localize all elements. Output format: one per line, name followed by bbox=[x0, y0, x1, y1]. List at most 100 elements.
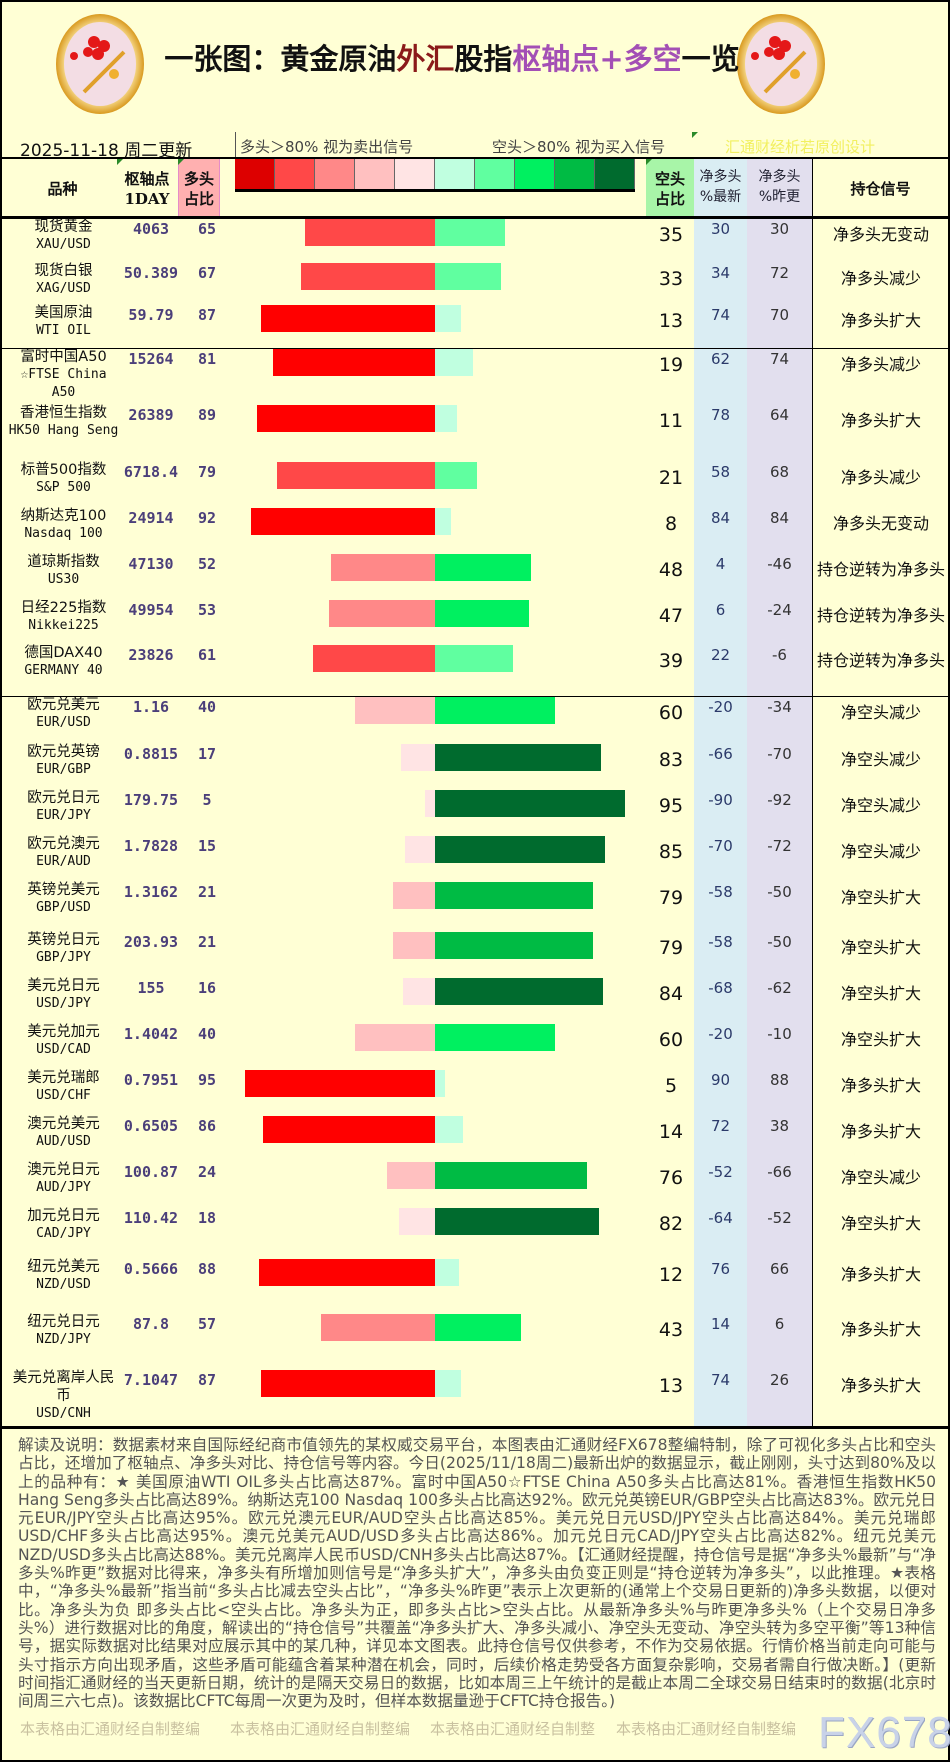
pivot-value: 0.6505 bbox=[123, 1117, 179, 1135]
long-bar bbox=[331, 554, 435, 581]
net-long-latest: 62 bbox=[710, 350, 731, 368]
pivot-value: 7.1047 bbox=[123, 1371, 179, 1389]
short-bar bbox=[435, 1116, 463, 1143]
net-long-previous: 88 bbox=[769, 1071, 790, 1089]
long-percent: 21 bbox=[197, 933, 217, 951]
instrument-cn-name: 日经225指数 bbox=[20, 600, 107, 616]
net-long-latest: 76 bbox=[710, 1260, 731, 1278]
instrument-cn-name: 欧元兑澳元 bbox=[27, 836, 100, 852]
net-long-latest: 74 bbox=[710, 306, 731, 324]
net-long-previous: 64 bbox=[769, 406, 790, 424]
instrument-name: 纳斯达克100 Nasdaq 100 bbox=[6, 507, 121, 543]
instrument-cn-name: 欧元兑英镑 bbox=[27, 744, 100, 760]
legend-swatch bbox=[395, 159, 435, 189]
instrument-code: USD/JPY bbox=[36, 996, 91, 1011]
watermark: 本表格由汇通财经自制整编 bbox=[230, 1720, 411, 1739]
instrument-cn-name: 美元兑日元 bbox=[27, 978, 100, 994]
legend-long-note: 多头＞80% 视为卖出信号 bbox=[240, 138, 414, 156]
section-divider bbox=[2, 348, 948, 349]
long-bar bbox=[393, 882, 435, 909]
net-long-latest: 74 bbox=[710, 1371, 731, 1389]
header-bottom-line bbox=[2, 216, 948, 219]
position-signal: 净多头扩大 bbox=[840, 1376, 921, 1395]
legend-swatch bbox=[515, 159, 555, 189]
instrument-name: 富时中国A50 ☆FTSE China A50 bbox=[6, 348, 121, 402]
watermark: 本表格由汇通财经自制整编 bbox=[20, 1720, 201, 1739]
net-long-previous: 68 bbox=[769, 463, 790, 481]
long-bar bbox=[259, 1259, 435, 1286]
net-long-previous: -72 bbox=[767, 837, 792, 855]
short-bar bbox=[435, 1024, 555, 1051]
net-long-previous: 6 bbox=[774, 1315, 785, 1333]
long-percent: 53 bbox=[197, 601, 217, 619]
section-divider bbox=[2, 696, 948, 697]
long-bar bbox=[329, 600, 435, 627]
instrument-code: XAG/USD bbox=[36, 281, 91, 296]
cell-marker bbox=[692, 132, 698, 138]
net-long-previous: -6 bbox=[772, 646, 787, 664]
instrument-code: Nasdaq 100 bbox=[24, 526, 103, 541]
explanation-notes: 解读及说明：数据素材来自国际经纪商市值领先的某权威交易平台，本图表由汇通财经FX… bbox=[18, 1436, 936, 1711]
short-bar bbox=[435, 462, 477, 489]
net-long-latest: -52 bbox=[708, 1163, 733, 1181]
instrument-name: 德国DAX40 GERMANY 40 bbox=[6, 644, 121, 680]
cell-marker bbox=[646, 159, 652, 165]
position-signal: 净多头扩大 bbox=[840, 1076, 921, 1095]
cell-marker bbox=[117, 159, 123, 165]
instrument-name: 欧元兑澳元 EUR/AUD bbox=[6, 835, 121, 871]
net-long-latest: 14 bbox=[710, 1315, 731, 1333]
legend-swatch bbox=[435, 159, 475, 189]
short-bar bbox=[435, 836, 605, 863]
long-percent: 95 bbox=[197, 1071, 217, 1089]
instrument-cn-name: 纽元兑日元 bbox=[27, 1314, 100, 1330]
position-signal: 净多头无变动 bbox=[832, 514, 929, 533]
net-long-latest: -90 bbox=[708, 791, 733, 809]
instrument-cn-name: 德国DAX40 bbox=[24, 645, 103, 661]
legend-swatch bbox=[555, 159, 595, 189]
pivot-value: 0.7951 bbox=[123, 1071, 179, 1089]
pivot-value: 179.75 bbox=[123, 791, 179, 809]
pivot-value: 110.42 bbox=[123, 1209, 179, 1227]
short-percent: 82 bbox=[658, 1213, 684, 1235]
instrument-code: GBP/USD bbox=[36, 900, 91, 915]
long-percent: 57 bbox=[197, 1315, 217, 1333]
long-bar bbox=[401, 744, 435, 771]
short-bar bbox=[435, 263, 501, 290]
net-long-previous: 38 bbox=[769, 1117, 790, 1135]
net-long-latest: -64 bbox=[708, 1209, 733, 1227]
instrument-cn-name: 现货黄金 bbox=[34, 219, 93, 235]
net-long-latest: -58 bbox=[708, 933, 733, 951]
net-long-latest: 4 bbox=[715, 555, 726, 573]
long-percent: 15 bbox=[197, 837, 217, 855]
position-signal: 净多头扩大 bbox=[840, 1265, 921, 1284]
instrument-cn-name: 纽元兑美元 bbox=[27, 1259, 100, 1275]
net-long-previous: -52 bbox=[767, 1209, 792, 1227]
long-percent: 88 bbox=[197, 1260, 217, 1278]
long-percent: 52 bbox=[197, 555, 217, 573]
short-percent: 33 bbox=[658, 268, 684, 290]
instrument-code: HK50 Hang Seng bbox=[8, 423, 119, 438]
short-percent: 19 bbox=[658, 354, 684, 376]
instrument-cn-name: 纳斯达克100 bbox=[20, 508, 107, 524]
col-header-short: 空头 占比 bbox=[654, 170, 685, 208]
instrument-cn-name: 道琼斯指数 bbox=[27, 554, 100, 570]
long-bar bbox=[355, 697, 435, 724]
short-percent: 60 bbox=[658, 1029, 684, 1051]
net-long-previous: 66 bbox=[769, 1260, 790, 1278]
instrument-name: 标普500指数 S&P 500 bbox=[6, 461, 121, 497]
instrument-cn-name: 澳元兑美元 bbox=[27, 1116, 100, 1132]
long-percent: 89 bbox=[197, 406, 217, 424]
long-percent: 16 bbox=[197, 979, 217, 997]
col-header-net-prev: 净多头 %昨更 bbox=[758, 169, 801, 205]
short-percent: 84 bbox=[658, 983, 684, 1005]
instrument-code: US30 bbox=[47, 572, 80, 587]
footer: 解读及说明：数据素材来自国际经纪商市值领先的某权威交易平台，本图表由汇通财经FX… bbox=[18, 1436, 950, 1760]
instrument-code: S&P 500 bbox=[36, 480, 91, 495]
page-title: 一张图：黄金原油外汇股指枢轴点+多空一览 bbox=[152, 36, 752, 78]
pivot-value: 50.389 bbox=[123, 264, 179, 282]
long-percent: 65 bbox=[197, 220, 217, 238]
instrument-cn-name: 加元兑日元 bbox=[27, 1208, 100, 1224]
short-bar bbox=[435, 1162, 587, 1189]
watermark: 本表格由汇通财经自制整 bbox=[430, 1720, 596, 1739]
instrument-name: 欧元兑英镑 EUR/GBP bbox=[6, 743, 121, 779]
